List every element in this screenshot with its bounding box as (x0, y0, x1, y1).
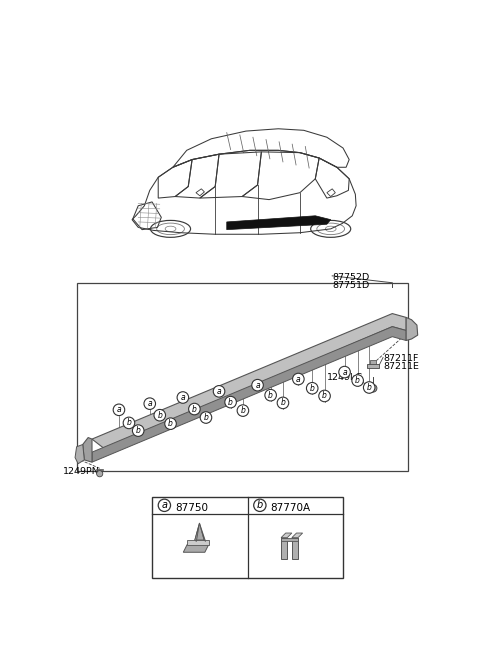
Text: a: a (180, 393, 185, 402)
Circle shape (154, 409, 166, 421)
Circle shape (158, 499, 170, 512)
Text: b: b (168, 419, 173, 428)
Text: b: b (310, 384, 315, 393)
Text: b: b (240, 406, 245, 415)
Circle shape (225, 396, 236, 408)
Circle shape (237, 405, 249, 417)
Polygon shape (281, 538, 287, 559)
Polygon shape (83, 438, 92, 462)
Circle shape (293, 373, 304, 385)
Text: b: b (355, 376, 360, 385)
Text: b: b (257, 501, 263, 510)
Polygon shape (183, 544, 209, 552)
Text: b: b (280, 398, 286, 407)
Polygon shape (367, 363, 379, 368)
Text: 87752D: 87752D (332, 273, 370, 282)
Circle shape (96, 470, 103, 477)
Polygon shape (92, 327, 406, 462)
Text: b: b (127, 419, 132, 428)
Circle shape (144, 398, 156, 409)
Circle shape (200, 412, 212, 423)
Text: b: b (228, 398, 233, 407)
Circle shape (277, 397, 289, 409)
Circle shape (123, 417, 135, 428)
Circle shape (352, 375, 363, 386)
Polygon shape (187, 540, 209, 544)
Text: 87211F: 87211F (383, 354, 419, 363)
Polygon shape (200, 523, 205, 541)
Circle shape (252, 379, 264, 391)
Polygon shape (227, 216, 331, 230)
Text: a: a (117, 405, 121, 415)
Text: b: b (192, 405, 197, 413)
Text: a: a (217, 387, 221, 396)
Text: b: b (322, 392, 327, 400)
Circle shape (132, 425, 144, 436)
Circle shape (369, 384, 377, 392)
Text: 87750: 87750 (175, 503, 208, 513)
Polygon shape (370, 359, 376, 363)
Circle shape (165, 418, 176, 430)
Text: a: a (161, 501, 168, 510)
Text: a: a (342, 367, 347, 377)
Circle shape (306, 382, 318, 394)
Text: 87751D: 87751D (332, 281, 370, 290)
Text: a: a (296, 375, 300, 384)
Text: 87211E: 87211E (383, 362, 419, 371)
Circle shape (265, 390, 276, 401)
Circle shape (319, 390, 330, 401)
Circle shape (213, 386, 225, 397)
FancyBboxPatch shape (152, 497, 343, 578)
Text: a: a (147, 399, 152, 408)
Polygon shape (281, 538, 298, 541)
Circle shape (339, 366, 350, 378)
Text: a: a (255, 380, 260, 390)
Polygon shape (195, 523, 200, 541)
Text: b: b (157, 411, 162, 420)
Polygon shape (75, 445, 84, 464)
Circle shape (363, 382, 375, 393)
Polygon shape (292, 538, 298, 559)
Text: 87770A: 87770A (271, 503, 311, 513)
Polygon shape (292, 533, 303, 538)
Circle shape (113, 404, 125, 416)
Polygon shape (195, 523, 204, 540)
Text: b: b (367, 383, 372, 392)
Text: 1249PN: 1249PN (63, 467, 99, 476)
Text: b: b (268, 391, 273, 400)
Circle shape (177, 392, 189, 403)
Text: b: b (136, 426, 141, 435)
Circle shape (254, 499, 266, 512)
Polygon shape (406, 318, 418, 340)
Polygon shape (281, 533, 292, 538)
Polygon shape (92, 314, 406, 450)
Text: b: b (204, 413, 208, 422)
Text: 1249LG: 1249LG (327, 373, 363, 382)
Circle shape (189, 403, 200, 415)
